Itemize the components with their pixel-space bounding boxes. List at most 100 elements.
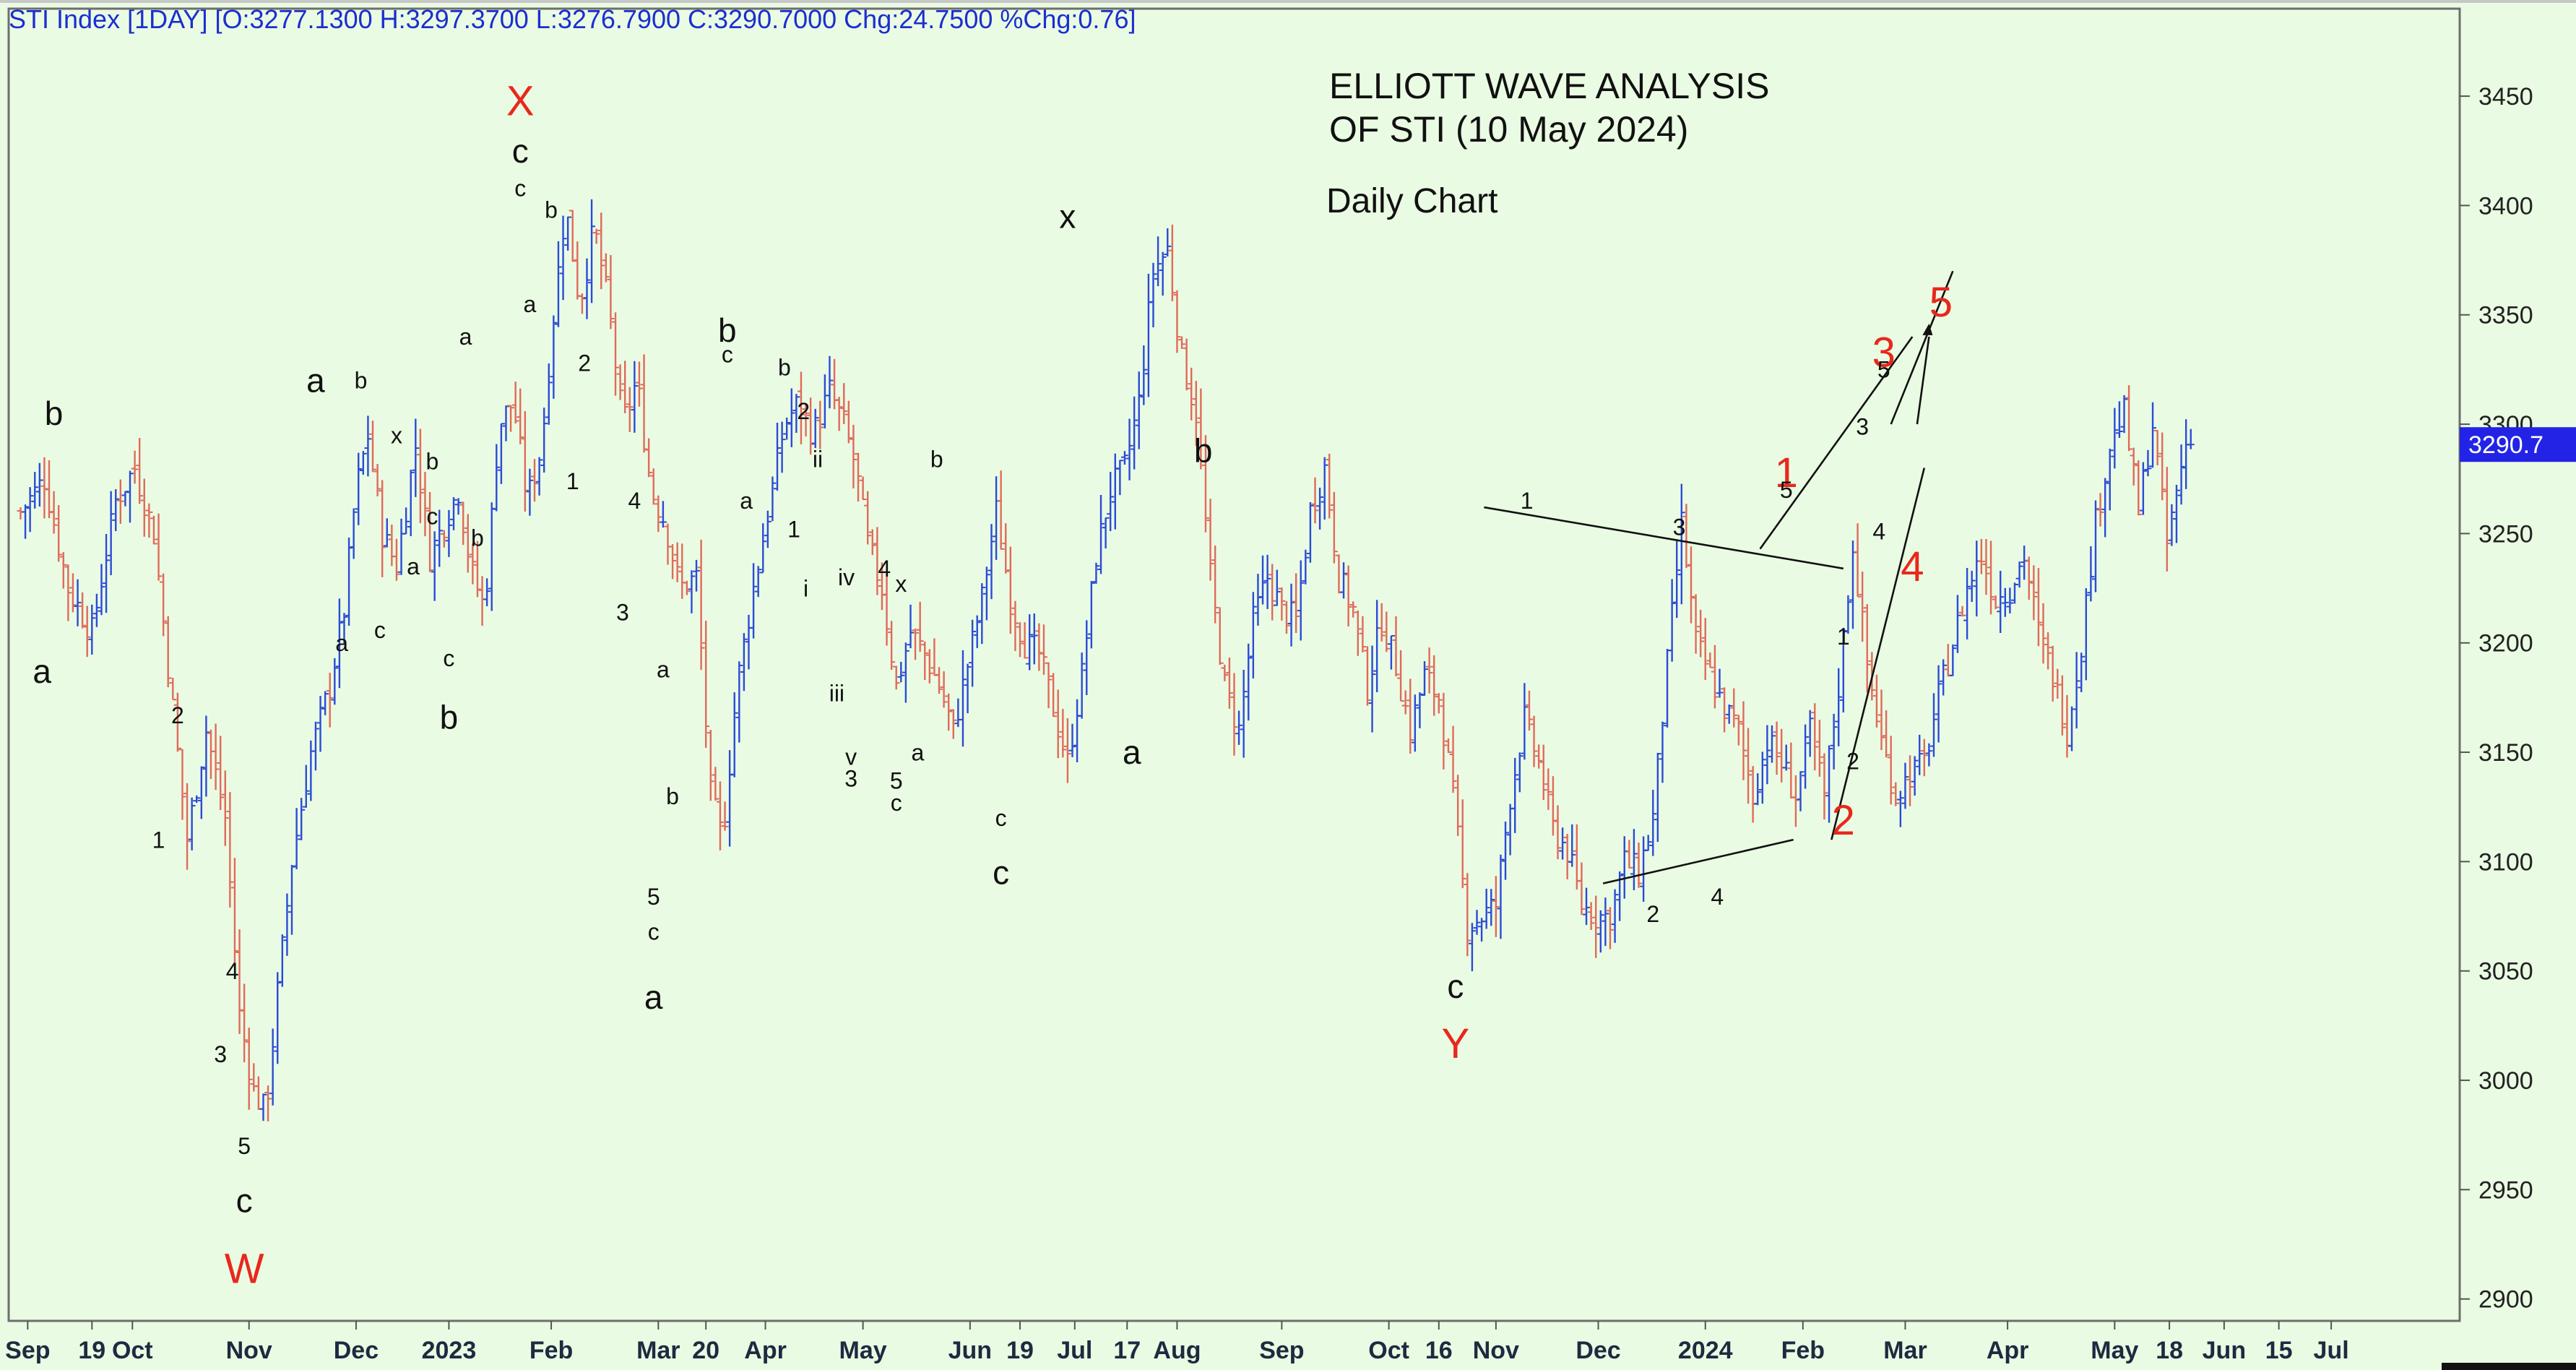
price-bar	[321, 691, 329, 715]
wave-label: c	[514, 175, 526, 201]
price-bar	[1687, 546, 1695, 624]
price-bar	[1664, 649, 1672, 728]
price-bar	[678, 543, 686, 599]
wave-label: v	[845, 744, 857, 770]
price-bar	[1216, 607, 1224, 665]
price-bar	[1944, 644, 1952, 677]
price-bar	[288, 865, 296, 935]
price-bar	[1502, 822, 1510, 880]
price-bar	[1102, 517, 1110, 548]
price-bar	[507, 405, 515, 432]
price-bar	[1268, 564, 1276, 621]
price-bar	[712, 767, 719, 801]
price-bar	[1192, 381, 1200, 447]
price-bar	[241, 983, 248, 1063]
price-bar	[783, 417, 791, 440]
price-bar	[1249, 592, 1257, 678]
price-bar	[592, 228, 600, 244]
price-bar	[22, 504, 30, 539]
price-bar	[864, 491, 872, 545]
price-bar	[792, 394, 800, 434]
price-bar	[1240, 670, 1248, 758]
price-bar	[1692, 594, 1700, 654]
price-bar	[1311, 477, 1319, 524]
price-bar	[1677, 483, 1685, 605]
price-bar	[2111, 408, 2119, 469]
price-bar	[1654, 752, 1661, 843]
price-bar	[1278, 587, 1286, 621]
price-bar	[1830, 713, 1838, 770]
trend-line	[1484, 506, 1844, 570]
wave-label: x	[391, 422, 402, 448]
price-bar	[669, 544, 677, 580]
price-bar	[150, 515, 157, 545]
y-tick-label: 3400	[2478, 192, 2533, 220]
trend-line	[1890, 270, 1954, 425]
price-bar	[1791, 775, 1799, 827]
price-bar	[564, 216, 572, 251]
x-tick-label: 20	[692, 1337, 719, 1364]
projection-arrow-shaft	[1916, 336, 1930, 425]
price-bar	[1758, 751, 1766, 804]
price-bar	[436, 509, 444, 567]
wave-label: 1	[1775, 449, 1798, 496]
price-bar	[964, 663, 972, 714]
price-bar	[826, 356, 834, 409]
price-bar	[1173, 290, 1181, 353]
wave-label: x	[1059, 198, 1076, 236]
price-bar	[1849, 540, 1857, 629]
price-bar	[131, 450, 139, 484]
x-tick-label: Oct	[1368, 1337, 1409, 1364]
price-bar	[1363, 646, 1371, 706]
trend-line	[1831, 468, 1926, 840]
price-bar	[1287, 583, 1295, 647]
price-bar	[1620, 836, 1628, 899]
x-tick-label: Feb	[1781, 1337, 1825, 1364]
wave-label: b	[930, 447, 943, 473]
price-bar	[136, 438, 144, 504]
x-tick-label: Feb	[530, 1337, 573, 1364]
price-bar	[278, 934, 286, 987]
price-bar	[1745, 728, 1752, 804]
price-bar	[850, 424, 857, 488]
wave-label: c	[1447, 968, 1464, 1005]
price-bar	[1940, 659, 1948, 696]
price-bar	[1554, 805, 1562, 860]
price-bar	[379, 480, 386, 577]
price-bar	[902, 642, 909, 703]
price-bar	[2106, 448, 2114, 511]
price-bar	[17, 507, 25, 520]
price-bar	[1530, 715, 1538, 767]
price-bar	[454, 498, 462, 515]
price-bar	[1725, 705, 1733, 724]
price-bar	[2054, 668, 2062, 699]
wave-label: 5	[647, 884, 660, 910]
price-bar	[602, 253, 610, 283]
price-bar	[98, 564, 105, 616]
price-bar	[1778, 728, 1786, 783]
price-bar	[1230, 673, 1238, 756]
price-bar	[1011, 600, 1019, 652]
price-bar	[802, 403, 810, 436]
price-bar	[74, 579, 82, 626]
wave-label: c	[891, 790, 902, 816]
price-bar	[1511, 757, 1519, 833]
last-price-value: 3290.7	[2468, 431, 2543, 459]
price-bar	[892, 665, 900, 690]
wave-label: b	[1194, 431, 1213, 469]
price-bar	[1730, 688, 1738, 728]
wave-label: b	[440, 699, 459, 736]
price-bar	[912, 628, 920, 660]
price-bar	[92, 593, 100, 627]
price-bar	[326, 673, 334, 728]
price-bar	[1525, 690, 1533, 731]
price-bar	[2078, 652, 2086, 692]
price-bar	[1030, 613, 1038, 665]
price-bar	[1573, 824, 1581, 890]
price-bar	[1473, 910, 1481, 935]
price-bar	[897, 661, 905, 683]
x-tick-label: Sep	[5, 1337, 50, 1364]
price-bar	[207, 729, 215, 779]
price-bar	[26, 487, 34, 533]
price-bar	[316, 696, 324, 752]
